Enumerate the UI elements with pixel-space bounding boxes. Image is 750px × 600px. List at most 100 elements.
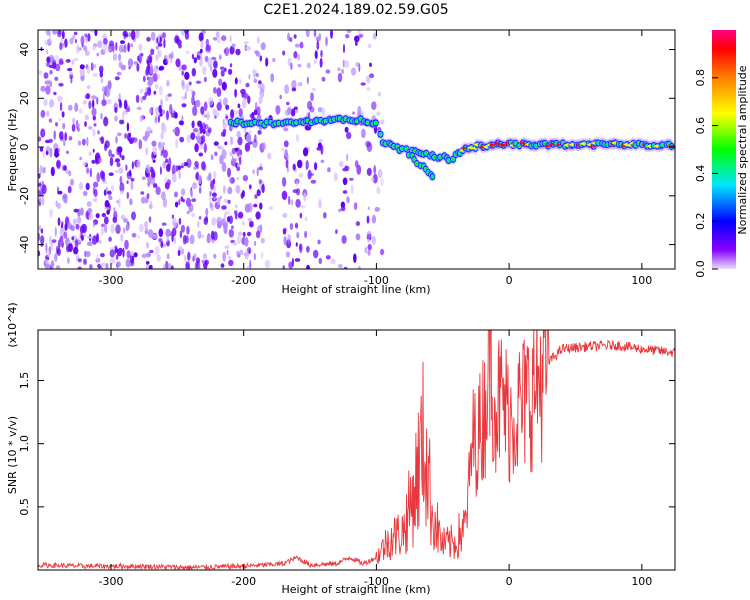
noise-speck	[162, 160, 167, 169]
noise-speck	[290, 108, 296, 117]
noise-speck	[125, 224, 129, 232]
noise-speck	[156, 254, 161, 262]
bottom-x-tick-label: 0	[506, 575, 513, 588]
noise-speck	[289, 37, 293, 42]
noise-speck	[346, 30, 352, 33]
noise-speck	[237, 163, 240, 168]
noise-speck	[40, 228, 44, 234]
noise-speck	[71, 236, 75, 241]
noise-speck	[144, 221, 149, 229]
noise-speck	[191, 95, 195, 106]
noise-speck	[57, 202, 61, 209]
chart-title: C2E1.2024.189.02.59.G05	[263, 2, 448, 18]
noise-speck	[186, 158, 192, 168]
noise-speck	[105, 262, 109, 269]
noise-speck	[106, 99, 112, 105]
noise-speck	[298, 172, 303, 179]
noise-speck	[92, 181, 99, 188]
noise-speck	[249, 220, 254, 228]
noise-speck	[222, 221, 228, 230]
noise-speck	[86, 66, 91, 75]
noise-speck	[145, 164, 151, 174]
noise-speck	[194, 160, 199, 168]
noise-speck	[42, 167, 46, 174]
noise-speck	[227, 186, 233, 195]
noise-speck	[174, 191, 178, 198]
noise-speck	[148, 216, 152, 223]
noise-speck	[358, 33, 364, 38]
noise-speck	[367, 238, 370, 243]
noise-speck	[360, 82, 366, 86]
noise-speck	[295, 242, 298, 247]
noise-speck	[221, 162, 227, 172]
noise-speck	[366, 87, 371, 91]
noise-speck	[344, 165, 350, 172]
noise-speck	[304, 216, 308, 222]
noise-speck	[225, 115, 229, 119]
noise-speck	[117, 146, 123, 154]
noise-speck	[219, 154, 224, 165]
noise-speck	[46, 61, 50, 68]
noise-speck	[327, 167, 331, 173]
noise-speck	[130, 43, 134, 48]
noise-speck	[44, 264, 50, 268]
noise-speck	[125, 107, 131, 113]
noise-speck	[371, 214, 377, 224]
noise-speck	[177, 249, 181, 257]
trace-core	[432, 155, 436, 159]
noise-speck	[241, 190, 245, 198]
noise-speck	[248, 248, 251, 255]
noise-speck	[47, 80, 52, 84]
noise-speck	[129, 198, 133, 206]
noise-speck	[146, 36, 151, 42]
noise-speck	[157, 73, 161, 80]
noise-speck	[167, 262, 172, 269]
noise-speck	[99, 239, 102, 245]
noise-speck	[120, 190, 124, 195]
noise-speck	[79, 68, 86, 77]
noise-speck	[310, 92, 314, 102]
noise-speck	[146, 126, 152, 133]
noise-speck	[284, 84, 290, 94]
noise-speck	[100, 223, 106, 227]
noise-speck	[217, 201, 221, 205]
noise-speck	[320, 159, 325, 163]
noise-speck	[96, 96, 99, 105]
noise-speck	[255, 230, 261, 239]
noise-speck	[115, 248, 119, 253]
noise-speck	[69, 37, 74, 45]
noise-speck	[165, 228, 171, 237]
noise-speck	[161, 222, 167, 226]
noise-speck	[184, 71, 190, 80]
noise-speck	[91, 159, 96, 164]
noise-speck	[146, 242, 149, 249]
trace-core	[379, 132, 382, 136]
noise-speck	[50, 242, 54, 251]
noise-speck	[48, 118, 53, 123]
noise-speck	[82, 100, 88, 105]
noise-speck	[255, 72, 259, 78]
noise-speck	[161, 109, 165, 115]
noise-speck	[340, 206, 346, 212]
noise-speck	[196, 136, 202, 144]
noise-speck	[371, 177, 374, 182]
noise-speck	[320, 49, 323, 58]
noise-speck	[155, 45, 159, 50]
noise-speck	[96, 172, 100, 183]
noise-speck	[239, 249, 244, 255]
noise-speck	[346, 132, 352, 140]
noise-speck	[171, 214, 174, 219]
noise-speck	[166, 253, 170, 260]
noise-speck	[282, 50, 286, 56]
noise-speck	[256, 36, 261, 45]
noise-speck	[216, 102, 222, 111]
noise-speck	[168, 53, 174, 60]
noise-speck	[140, 97, 144, 103]
noise-speck	[281, 190, 288, 200]
noise-speck	[207, 57, 213, 68]
noise-speck	[100, 253, 105, 258]
noise-speck	[87, 207, 93, 214]
noise-speck	[172, 173, 177, 183]
noise-speck	[185, 83, 190, 93]
noise-speck	[306, 62, 311, 69]
